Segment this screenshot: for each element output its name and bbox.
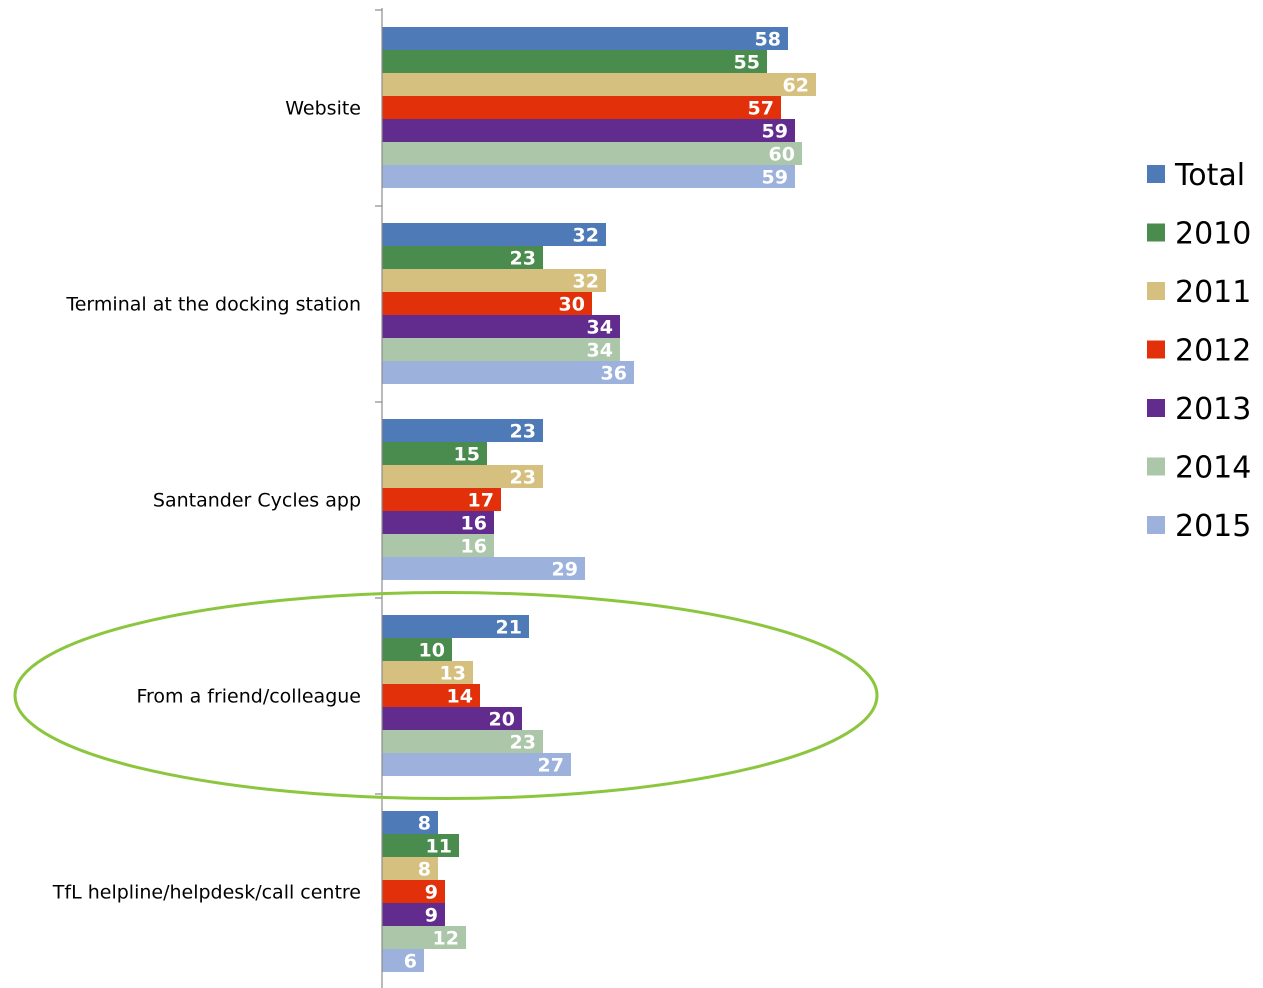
bar-2013-4 [382, 903, 445, 926]
bar-total-4 [382, 811, 438, 834]
legend-label-2011: 2011 [1175, 275, 1251, 310]
data-label-2014-0: 60 [769, 144, 795, 166]
legend-label-2014: 2014 [1175, 451, 1251, 486]
data-label-2010-0: 55 [734, 52, 760, 74]
bar-2012-2 [382, 488, 501, 511]
bar-2014-2 [382, 534, 494, 557]
data-label-2014-2: 16 [461, 536, 487, 558]
data-label-2014-4: 12 [433, 928, 459, 950]
data-label-2010-2: 15 [454, 444, 480, 466]
data-label-2013-2: 16 [461, 513, 487, 535]
data-label-2010-3: 10 [419, 640, 445, 662]
legend: Total 2010 2011 2012 2013 2014 2015 [1147, 158, 1251, 544]
data-label-total-0: 58 [755, 29, 781, 51]
bar-2012-4 [382, 880, 445, 903]
bar-2011-1 [382, 269, 606, 292]
category-label-1: Terminal at the docking station [65, 294, 361, 316]
bar-total-0 [382, 27, 788, 50]
bar-2015-0 [382, 165, 795, 188]
bar-2012-3 [382, 684, 480, 707]
data-label-2015-2: 29 [552, 559, 578, 581]
bar-2014-1 [382, 338, 620, 361]
bar-2013-0 [382, 119, 795, 142]
bar-2014-4 [382, 926, 466, 949]
data-label-2011-3: 13 [440, 663, 466, 685]
legend-label-2012: 2012 [1175, 334, 1251, 369]
category-label-3: From a friend/colleague [136, 686, 361, 708]
bar-2012-1 [382, 292, 592, 315]
data-label-total-1: 32 [573, 225, 599, 247]
data-label-2012-2: 17 [468, 490, 494, 512]
bar-2015-1 [382, 361, 634, 384]
category-labels-group: Website Terminal at the docking station Sa… [52, 98, 361, 904]
bar-2015-3 [382, 753, 571, 776]
bar-2010-3 [382, 638, 452, 661]
data-label-2015-0: 59 [762, 167, 788, 189]
bars-group [382, 27, 816, 972]
data-label-2011-1: 32 [573, 271, 599, 293]
bar-2013-3 [382, 707, 522, 730]
legend-label-2010: 2010 [1175, 217, 1251, 252]
bar-2010-0 [382, 50, 767, 73]
legend-label-2013: 2013 [1175, 392, 1251, 427]
bar-2014-3 [382, 730, 543, 753]
data-label-total-4: 8 [418, 813, 431, 835]
bar-2011-0 [382, 73, 816, 96]
data-label-2010-4: 11 [426, 836, 452, 858]
legend-swatch-2013 [1147, 399, 1165, 417]
data-label-2014-1: 34 [587, 340, 613, 362]
legend-swatch-2012 [1147, 340, 1165, 359]
data-label-2015-4: 6 [404, 951, 417, 973]
category-label-4: TfL helpline/helpdesk/call centre [52, 882, 361, 904]
bar-labels-group: 5855625759605932233230343436231523171616… [404, 29, 809, 973]
bar-2011-4 [382, 857, 438, 880]
data-label-2011-0: 62 [783, 75, 809, 97]
legend-swatch-2010 [1147, 223, 1165, 242]
data-label-2010-1: 23 [510, 248, 536, 270]
data-label-2013-0: 59 [762, 121, 788, 143]
legend-swatch-2015 [1147, 516, 1165, 534]
data-label-2014-3: 23 [510, 732, 536, 754]
data-label-2013-4: 9 [425, 905, 438, 927]
data-label-2012-4: 9 [425, 882, 438, 904]
highlight-ellipse [13, 591, 879, 800]
legend-label-2015: 2015 [1175, 509, 1251, 544]
category-label-0: Website [285, 98, 361, 120]
bar-2010-1 [382, 246, 543, 269]
data-label-2012-1: 30 [559, 294, 585, 316]
bar-2015-4 [382, 949, 424, 972]
data-label-2011-2: 23 [510, 467, 536, 489]
bar-total-2 [382, 419, 543, 442]
category-axis [375, 8, 383, 988]
data-label-total-3: 21 [496, 617, 522, 639]
data-label-2012-3: 14 [447, 686, 473, 708]
highlight-group [13, 591, 879, 800]
legend-label-total: Total [1174, 158, 1245, 193]
data-label-2011-4: 8 [418, 859, 431, 881]
bar-total-3 [382, 615, 529, 638]
category-label-2: Santander Cycles app [153, 490, 361, 512]
bar-total-1 [382, 223, 606, 246]
legend-swatch-2014 [1147, 457, 1165, 476]
bar-2013-2 [382, 511, 494, 534]
bar-2015-2 [382, 557, 585, 580]
bar-2014-0 [382, 142, 802, 165]
data-label-2013-3: 20 [489, 709, 515, 731]
data-label-2015-3: 27 [538, 755, 564, 777]
data-label-2013-1: 34 [587, 317, 613, 339]
data-label-2015-1: 36 [601, 363, 627, 385]
bar-2012-0 [382, 96, 781, 119]
legend-swatch-2011 [1147, 282, 1165, 300]
data-label-total-2: 23 [510, 421, 536, 443]
bar-2010-4 [382, 834, 459, 857]
bar-2013-1 [382, 315, 620, 338]
legend-swatch-total [1147, 165, 1165, 183]
data-label-2012-0: 57 [748, 98, 774, 120]
bar-2011-2 [382, 465, 543, 488]
bar-2011-3 [382, 661, 473, 684]
bar-2010-2 [382, 442, 487, 465]
